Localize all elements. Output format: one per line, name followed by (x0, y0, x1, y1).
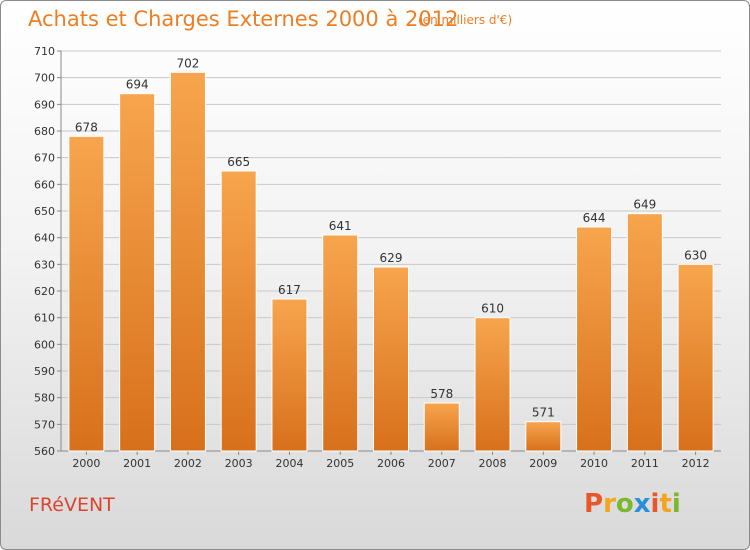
data-label: 702 (176, 56, 199, 70)
commune-name: FRéVENT (29, 494, 115, 516)
data-label: 630 (684, 248, 707, 262)
bar-2002 (169, 71, 206, 452)
y-tick-label: 590 (34, 365, 55, 378)
logo-letter: o (615, 489, 634, 519)
bar-2009 (525, 421, 562, 452)
x-tick-label: 2002 (174, 457, 202, 470)
bar-2010 (576, 226, 613, 452)
x-tick-label: 2006 (377, 457, 405, 470)
y-tick-label: 650 (34, 205, 55, 218)
x-tick-label: 2012 (682, 457, 710, 470)
bar-2000 (68, 135, 105, 452)
data-label: 665 (227, 155, 250, 169)
y-tick-label: 700 (34, 72, 55, 85)
x-tick-label: 2011 (631, 457, 659, 470)
bar-2011 (626, 213, 663, 452)
logo-letter: i (671, 489, 681, 519)
x-tick-label: 2010 (580, 457, 608, 470)
logo-letter: P (584, 489, 604, 519)
y-tick-label: 710 (34, 45, 55, 58)
y-tick-label: 610 (34, 312, 55, 325)
bar-2003 (220, 170, 257, 452)
bar-2006 (373, 266, 409, 452)
x-tick-label: 2009 (529, 457, 557, 470)
y-tick-label: 660 (34, 178, 55, 191)
x-tick-label: 2005 (326, 457, 354, 470)
bar-2005 (322, 234, 359, 452)
bar-2007 (423, 402, 460, 452)
data-label: 610 (481, 302, 504, 316)
x-tick-label: 2008 (479, 457, 507, 470)
chart-title: Achats et Charges Externes 2000 à 2012 (28, 7, 459, 31)
data-label: 649 (633, 198, 656, 212)
chart-unit: (en milliers d'€) (418, 13, 513, 27)
y-tick-label: 640 (34, 232, 55, 245)
y-tick-label: 630 (34, 258, 55, 271)
y-tick-label: 600 (34, 338, 55, 351)
data-label: 644 (583, 211, 606, 225)
bar-2004 (271, 298, 308, 452)
y-tick-label: 560 (34, 445, 55, 458)
x-tick-label: 2004 (275, 457, 303, 470)
logo-letter: t (659, 489, 672, 519)
data-label: 578 (430, 387, 453, 401)
proxiti-logo: Proxiti (584, 489, 681, 519)
y-tick-label: 580 (34, 392, 55, 405)
bar-2001 (119, 93, 156, 452)
data-label: 629 (380, 251, 403, 265)
x-tick-label: 2000 (72, 457, 100, 470)
data-label: 571 (532, 406, 555, 420)
y-tick-label: 620 (34, 285, 55, 298)
y-tick-label: 690 (34, 98, 55, 111)
y-tick-label: 680 (34, 125, 55, 138)
data-label: 678 (75, 120, 98, 134)
bar-2012 (677, 263, 714, 452)
logo-letter: r (603, 489, 616, 519)
x-tick-label: 2003 (225, 457, 253, 470)
data-label: 641 (329, 219, 352, 233)
axes: 560 570 580 590 600 610 620 630 640 650 660 670 680 6… (34, 45, 721, 470)
bar-2008 (474, 317, 511, 452)
logo-letter: i (650, 489, 660, 519)
bar-chart: 560 570 580 590 600 610 620 630 640 650 660 670 680 6… (34, 45, 721, 470)
x-tick-label: 2001 (123, 457, 151, 470)
y-tick-label: 570 (34, 418, 55, 431)
bars (68, 71, 714, 452)
logo-letter: x (633, 489, 651, 519)
data-label: 694 (126, 78, 149, 92)
y-tick-label: 670 (34, 152, 55, 165)
x-tick-label: 2007 (428, 457, 456, 470)
data-labels: 678 694 702 665 617 641 629 578 610 571 644 649 630 (75, 56, 707, 419)
data-label: 617 (278, 283, 301, 297)
